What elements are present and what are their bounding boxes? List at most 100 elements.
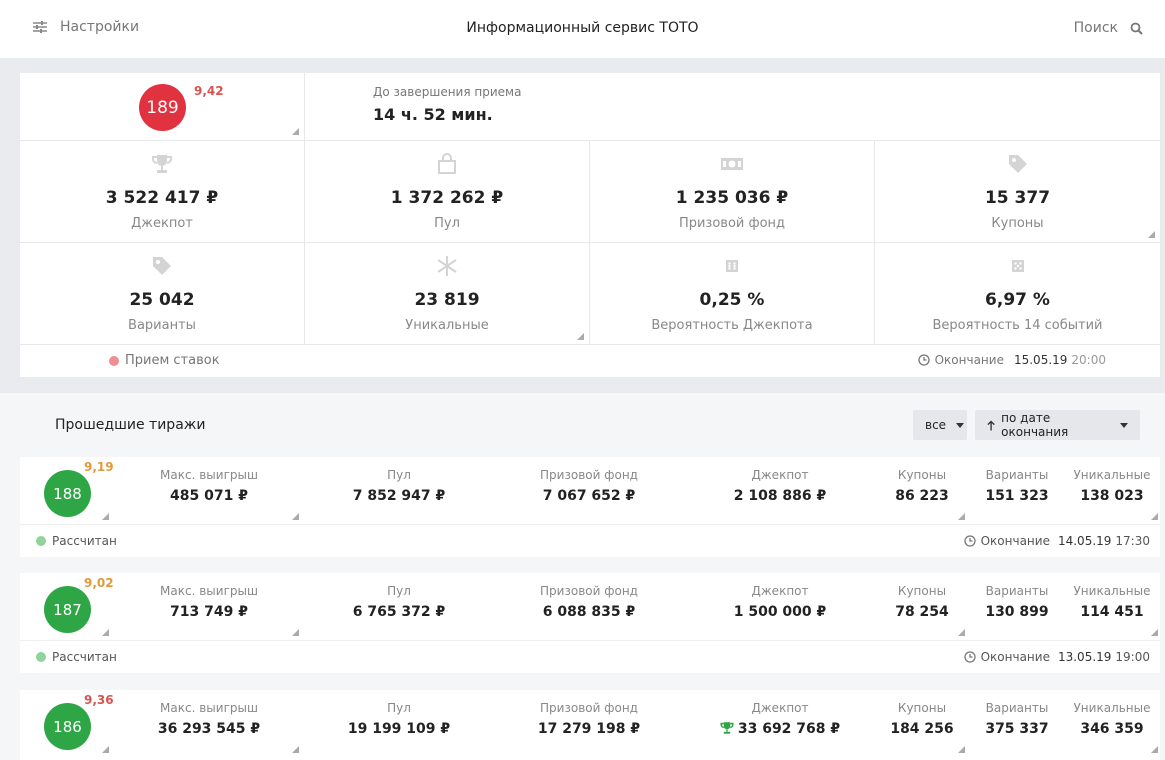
expand-corner-icon[interactable] xyxy=(102,629,109,636)
expand-corner-icon[interactable] xyxy=(958,629,965,636)
col-value: 713 749 ₽ xyxy=(170,604,248,620)
expand-corner-icon[interactable] xyxy=(102,746,109,753)
past-draw-card[interactable]: 188 9,19 Макс. выигрыш 485 071 ₽ Пул 7 8… xyxy=(20,457,1160,557)
col-coupons: Купоны 86 223 xyxy=(882,468,962,504)
expand-corner-icon[interactable] xyxy=(1151,746,1158,753)
expand-corner-icon[interactable] xyxy=(102,513,109,520)
col-value: 151 323 xyxy=(985,488,1049,504)
col-value: 184 256 xyxy=(890,721,954,737)
expand-corner-icon[interactable] xyxy=(292,629,299,636)
col-value: 138 023 xyxy=(1080,488,1144,504)
search-button[interactable]: Поиск xyxy=(1074,20,1143,36)
draw-number: 188 xyxy=(44,470,91,517)
expand-corner-icon[interactable] xyxy=(958,746,965,753)
draw-coef: 9,19 xyxy=(84,460,114,474)
expand-corner-icon[interactable] xyxy=(1151,513,1158,520)
col-label: Джекпот xyxy=(751,701,809,715)
status-badge: Рассчитан xyxy=(36,650,117,664)
col-label: Купоны xyxy=(897,584,947,598)
col-value: 130 899 xyxy=(985,604,1049,620)
end-label: Окончание xyxy=(980,650,1050,664)
stat-label: Купоны xyxy=(991,216,1044,231)
end-date: 15.05.19 xyxy=(1013,353,1068,367)
stat-value: 25 042 xyxy=(129,290,195,310)
col-value: 19 199 109 ₽ xyxy=(347,721,451,737)
expand-corner-icon[interactable] xyxy=(958,513,965,520)
col-label: Макс. выигрыш xyxy=(160,584,258,598)
col-max-win: Макс. выигрыш 36 293 545 ₽ xyxy=(149,701,269,737)
col-coupons: Купоны 184 256 xyxy=(882,701,962,737)
stat-label: Варианты xyxy=(128,318,196,333)
col-jackpot: Джекпот 2 108 886 ₽ xyxy=(710,468,850,504)
col-prize-fund: Призовой фонд 7 067 652 ₽ xyxy=(529,468,649,504)
col-value: 6 088 835 ₽ xyxy=(542,604,636,620)
deadline-value: 14 ч. 52 мин. xyxy=(373,105,493,124)
current-draw-coef: 9,42 xyxy=(194,84,224,98)
dice-icon xyxy=(1011,260,1024,272)
trophy-icon xyxy=(152,155,172,173)
stat-prize-fund: 1 235 036 ₽ Призовой фонд xyxy=(590,141,875,243)
col-prize-fund: Призовой фонд 17 279 198 ₽ xyxy=(529,701,649,737)
col-label: Макс. выигрыш xyxy=(160,701,258,715)
expand-corner-icon[interactable] xyxy=(292,746,299,753)
expand-corner-icon[interactable] xyxy=(292,513,299,520)
col-jackpot: Джекпот 33 692 768 ₽ xyxy=(700,701,860,737)
filter-label: все xyxy=(925,418,947,432)
col-label: Уникальные xyxy=(1073,468,1151,482)
col-value: 346 359 xyxy=(1080,721,1144,737)
stat-14-events-probability: 6,97 % Вероятность 14 событий xyxy=(875,243,1160,345)
expand-corner-icon[interactable] xyxy=(292,128,299,135)
draw-number: 187 xyxy=(44,586,91,633)
past-draw-card[interactable]: 186 9,36 Макс. выигрыш 36 293 545 ₽ Пул … xyxy=(20,690,1160,760)
col-value: 36 293 545 ₽ xyxy=(157,721,261,737)
deadline: До завершения приема 14 ч. 52 мин. xyxy=(373,85,521,124)
stat-label: Вероятность Джекпота xyxy=(651,318,813,333)
filter-dropdown[interactable]: все xyxy=(913,410,967,440)
stat-value: 15 377 xyxy=(984,188,1051,208)
expand-corner-icon[interactable] xyxy=(1148,231,1155,238)
settings-label: Настройки xyxy=(60,19,140,35)
asterisk-icon xyxy=(437,256,457,276)
col-unique: Уникальные 346 359 xyxy=(1070,701,1154,737)
draw-coef: 9,36 xyxy=(84,693,114,707)
stat-label: Джекпот xyxy=(131,216,193,231)
col-value: 17 279 198 ₽ xyxy=(537,721,641,737)
col-label: Призовой фонд xyxy=(540,468,638,482)
end-time: Окончание 13.05.19 19:00 xyxy=(963,650,1150,664)
stat-label: Пул xyxy=(434,216,460,231)
col-max-win: Макс. выигрыш 713 749 ₽ xyxy=(149,584,269,620)
stat-value: 3 522 417 ₽ xyxy=(105,188,219,208)
draw-stats-row: 187 9,02 Макс. выигрыш 713 749 ₽ Пул 6 7… xyxy=(20,573,1160,641)
current-draw-badge-box[interactable]: 189 9,42 xyxy=(20,73,305,141)
end-time-value: 17:30 xyxy=(1115,534,1150,548)
clock-icon xyxy=(963,535,976,547)
stat-value: 6,97 % xyxy=(985,290,1050,310)
expand-corner-icon[interactable] xyxy=(1151,629,1158,636)
status-text: Рассчитан xyxy=(52,534,117,548)
col-value: 1 500 000 ₽ xyxy=(733,604,827,620)
col-label: Призовой фонд xyxy=(540,584,638,598)
col-value: 485 071 ₽ xyxy=(170,488,248,504)
section-title: Прошедшие тиражи xyxy=(55,417,206,433)
app-header: Настройки Информационный сервис TOTO Пои… xyxy=(0,0,1165,58)
col-jackpot: Джекпот 1 500 000 ₽ xyxy=(710,584,850,620)
search-icon xyxy=(1130,22,1143,35)
caret-down-icon xyxy=(956,422,965,428)
stat-value: 0,25 % xyxy=(699,290,765,310)
sort-dropdown[interactable]: по дате окончания xyxy=(975,410,1140,440)
past-draw-card[interactable]: 187 9,02 Макс. выигрыш 713 749 ₽ Пул 6 7… xyxy=(20,573,1160,673)
end-label: Окончание xyxy=(980,534,1050,548)
end-time: Окончание 15.05.19 20:00 xyxy=(917,353,1106,367)
stat-unique: 23 819 Уникальные xyxy=(305,243,590,345)
current-draw-card: 189 9,42 До завершения приема 14 ч. 52 м… xyxy=(20,73,1160,377)
status-badge: Прием ставок xyxy=(109,353,220,368)
clock-icon xyxy=(963,651,976,663)
jackpot-value: 33 692 768 ₽ xyxy=(737,721,841,737)
col-label: Пул xyxy=(387,701,411,715)
tag-icon xyxy=(1008,155,1027,173)
col-pool: Пул 19 199 109 ₽ xyxy=(339,701,459,737)
current-draw-number: 189 xyxy=(139,84,186,131)
expand-corner-icon[interactable] xyxy=(577,333,584,340)
stat-variants: 25 042 Варианты xyxy=(20,243,305,345)
settings-button[interactable]: Настройки xyxy=(32,19,139,35)
